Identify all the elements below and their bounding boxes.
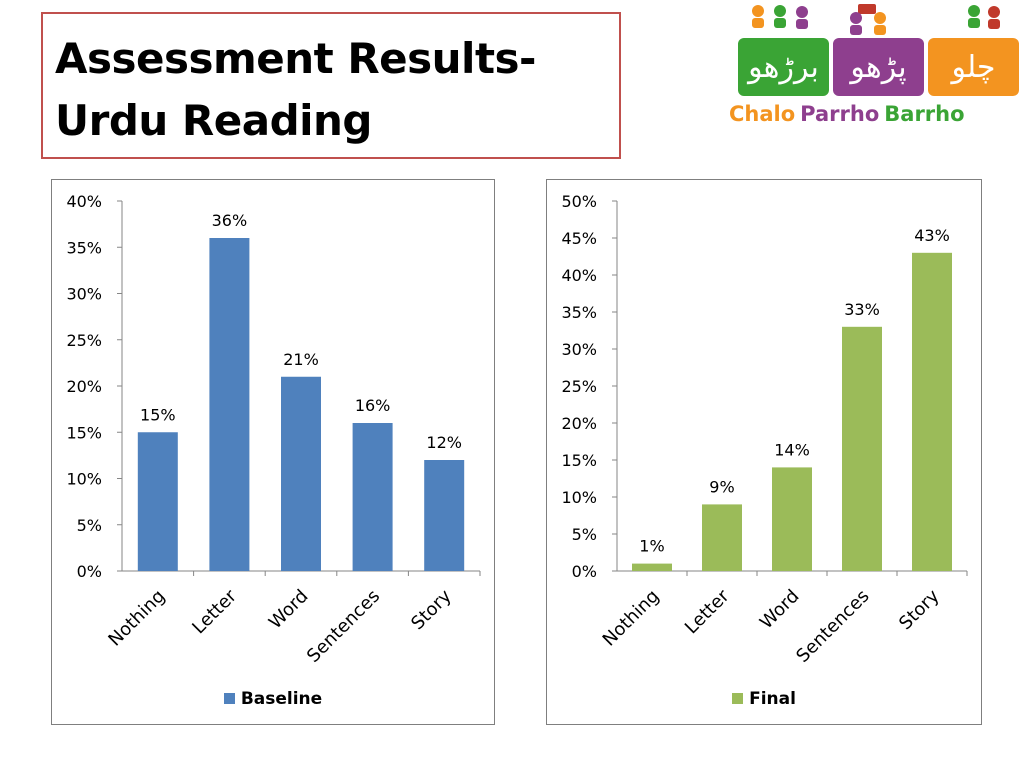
logo-word-parrho: Parrho [800, 102, 880, 126]
bar-value-label: 33% [844, 300, 880, 319]
x-category-label: Story [895, 585, 944, 634]
y-tick-label: 10% [66, 470, 102, 489]
x-category-label: Letter [188, 585, 241, 638]
y-tick-label: 30% [561, 340, 597, 359]
final-legend: Final [547, 689, 981, 709]
y-tick-label: 0% [572, 562, 597, 581]
x-category-label: Sentences [303, 586, 384, 667]
bar [632, 563, 672, 571]
y-tick-label: 40% [561, 266, 597, 285]
y-tick-label: 20% [66, 377, 102, 396]
bar-value-label: 9% [709, 477, 734, 496]
logo-word-chalo: Chalo [729, 102, 796, 126]
x-category-label: Letter [681, 585, 734, 638]
y-tick-label: 30% [66, 285, 102, 304]
y-tick-label: 40% [66, 192, 102, 211]
bar-value-label: 36% [212, 211, 248, 230]
bar-value-label: 1% [639, 537, 664, 556]
title-line-1: Assessment Results- [55, 34, 536, 83]
baseline-legend: Baseline [52, 689, 494, 709]
logo-tile-parrho: پڑھو [833, 38, 924, 96]
bar [702, 504, 742, 571]
logo-word-barrho: Barrho [884, 102, 965, 126]
baseline-chart: 0% 5% 10% 15% 20% 25% 30% 35% 40% 15% Nothing 36% Le… [51, 179, 495, 725]
bar [772, 467, 812, 571]
baseline-legend-swatch [223, 693, 235, 704]
y-tick-label: 15% [66, 423, 102, 442]
page-title: Assessment Results- Urdu Reading [55, 28, 536, 152]
final-chart: 0% 5% 10% 15% 20% 25% 30% 35% 40% 45% 50% 1% Nothing… [546, 179, 982, 725]
y-tick-label: 0% [77, 562, 102, 581]
x-category-label: Word [265, 586, 313, 634]
y-tick-label: 50% [561, 192, 597, 211]
x-category-label: Story [407, 585, 456, 634]
final-legend-swatch [732, 693, 744, 704]
children-figures-icon [752, 4, 1000, 35]
bar [352, 423, 393, 571]
final-chart-plot: 0% 5% 10% 15% 20% 25% 30% 35% 40% 45% 50% 1% Nothing… [561, 192, 968, 667]
bar [842, 326, 882, 571]
bar [912, 252, 952, 572]
logo-wordmark: Chalo Parrho Barrho [729, 102, 970, 126]
logo-tile-barrho: برڑھو [738, 38, 829, 96]
x-category-label: Sentences [792, 586, 873, 667]
title-line-2: Urdu Reading [55, 96, 372, 145]
bar [424, 460, 465, 571]
x-category-label: Nothing [599, 586, 664, 651]
bar-value-label: 21% [283, 350, 319, 369]
title-box: Assessment Results- Urdu Reading [41, 12, 621, 159]
bar [137, 432, 178, 571]
y-tick-label: 45% [561, 229, 597, 248]
y-tick-label: 35% [66, 238, 102, 257]
logo-tile-chalo: چلو [928, 38, 1019, 96]
bar [209, 238, 250, 571]
baseline-legend-label: Baseline [240, 689, 323, 709]
final-legend-label: Final [749, 689, 796, 709]
bar-value-label: 43% [914, 226, 950, 245]
x-category-label: Word [756, 586, 804, 634]
bar [281, 376, 321, 571]
y-tick-label: 35% [561, 303, 597, 322]
y-tick-label: 20% [561, 414, 597, 433]
bar-value-label: 12% [426, 433, 462, 452]
y-tick-label: 5% [572, 525, 597, 544]
y-tick-label: 15% [561, 451, 597, 470]
bar-value-label: 14% [774, 440, 810, 459]
y-tick-label: 5% [77, 516, 102, 535]
y-tick-label: 25% [66, 331, 102, 350]
x-category-label: Nothing [104, 586, 169, 651]
baseline-chart-plot: 0% 5% 10% 15% 20% 25% 30% 35% 40% 15% Nothing 36% Le… [66, 192, 481, 667]
chalo-parrho-barrho-logo: برڑھو پڑھو چلو Chalo Parrho Barrho [724, 2, 1024, 134]
bar-value-label: 15% [140, 405, 176, 424]
bar-value-label: 16% [355, 396, 391, 415]
y-tick-label: 10% [561, 488, 597, 507]
y-tick-label: 25% [561, 377, 597, 396]
